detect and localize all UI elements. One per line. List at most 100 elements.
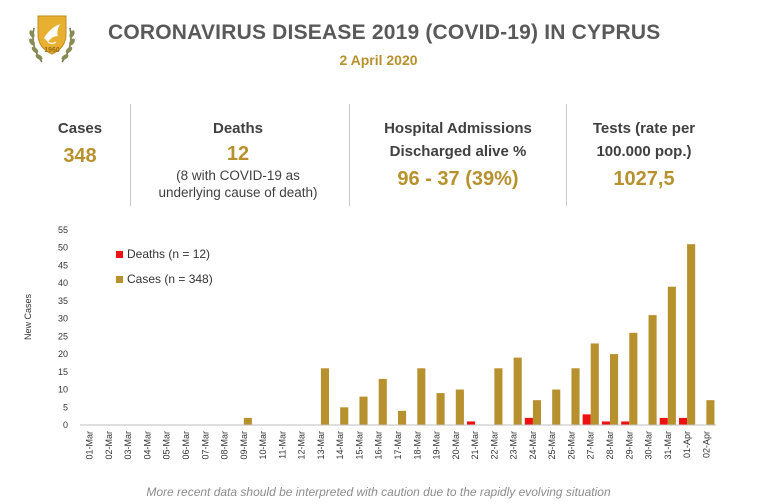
cases-bar [243,417,252,425]
stat-hospital-value: 96 - 37 (39%) [397,168,519,190]
x-tick-label: 17-Mar [393,431,403,460]
y-tick-label: 0 [63,420,68,430]
y-tick-label: 40 [58,278,68,288]
stat-tests-value: 1027,5 [613,168,675,190]
new-cases-bar-chart: 0 5 10 15 20 25 30 35 40 45 50 55 01-Mar 02-Mar 03-Ma… [23,225,716,460]
stat-divider [130,104,131,206]
stat-cases-label: Cases [57,120,103,137]
cases-bar [340,407,349,425]
deaths-bar [678,417,688,425]
y-tick-label: 5 [63,402,68,412]
stat-deaths-label: Deaths [212,120,264,137]
svg-text:1960: 1960 [44,47,60,54]
page-title: CORONAVIRUS DISEASE 2019 (COVID-19) IN C… [108,21,661,44]
stat-deaths: Deaths 12 (8 with COVID-19 as underlying… [140,118,336,201]
bars [243,244,715,425]
stat-tests: Tests (rate per 100.000 pop.) 1027,5 [574,118,714,192]
deaths-bar [524,417,533,425]
y-axis-label: New Cases [23,293,33,340]
cases-bar [513,357,522,425]
x-tick-label: 14-Mar [335,431,345,460]
stat-deaths-note-line2: underlying cause of death) [158,185,318,200]
x-tick-label: 19-Mar [432,431,442,460]
x-tick-label: 03-Mar [123,431,133,460]
cases-bar [359,396,368,425]
y-tick-label: 30 [58,314,68,324]
cases-bar [648,315,657,425]
footer-note: More recent data should be interpreted w… [146,485,611,499]
cases-bar [667,286,676,425]
x-tick-label: 04-Mar [142,431,152,460]
x-tick-label: 11-Mar [277,431,287,459]
y-tick-label: 25 [58,331,68,341]
x-tick-label: 05-Mar [162,431,172,460]
x-tick-label: 10-Mar [258,431,268,460]
cases-bar [378,378,387,425]
x-tick-label: 18-Mar [412,431,422,460]
x-tick-label: 26-Mar [566,431,576,460]
cases-bar [706,400,715,425]
y-tick-label: 45 [58,260,68,270]
x-tick-label: 24-Mar [528,431,538,460]
x-tick-label: 15-Mar [354,431,364,460]
x-tick-label: 31-Mar [663,431,673,460]
x-tick-label: 09-Mar [239,431,249,460]
y-axis: 0 5 10 15 20 25 30 35 40 45 50 55 [58,225,68,430]
x-tick-label: 29-Mar [624,431,634,460]
y-tick-label: 50 [58,243,68,253]
x-tick-label: 08-Mar [220,431,230,460]
x-tick-label: 01-Apr [682,431,692,458]
x-tick-label: 01-Mar [85,431,95,460]
stat-deaths-value: 12 [226,143,250,165]
x-tick-label: 28-Mar [605,431,615,460]
legend-swatch [116,251,123,258]
cases-bar [687,244,696,425]
x-tick-label: 02-Apr [701,431,711,458]
stat-deaths-note-line1: (8 with COVID-19 as [176,168,300,183]
x-tick-label: 22-Mar [489,431,499,460]
cases-bar [610,354,619,425]
legend-entry: Deaths (n = 12) [127,247,210,261]
deaths-bar [659,417,668,425]
cases-bar [320,368,330,425]
stat-tests-label-line2: 100.000 pop.) [596,143,692,160]
cases-bar [590,343,599,425]
x-tick-label: 27-Mar [586,431,596,460]
stat-hospital: Hospital Admissions Discharged alive % 9… [358,118,558,192]
x-tick-label: 02-Mar [104,431,114,460]
deaths-bar [621,421,630,425]
y-tick-label: 35 [58,296,68,306]
deaths-bar [582,414,591,425]
cases-bar [552,389,561,425]
stat-divider [349,104,350,206]
stat-divider [566,104,567,206]
x-tick-label: 21-Mar [470,431,480,460]
x-axis: 01-Mar 02-Mar 03-Mar 04-Mar 05-Mar 06-Mar 07-M… [80,424,716,460]
x-tick-label: 13-Mar [316,431,326,460]
deaths-bar [466,421,476,425]
x-tick-label: 16-Mar [374,431,384,460]
x-tick-label: 23-Mar [509,431,519,460]
x-tick-label: 25-Mar [547,431,557,460]
cases-bar [629,332,638,425]
stat-cases-value: 348 [63,145,97,167]
stat-hospital-label-line2: Discharged alive % [389,143,527,160]
report-date: 2 April 2020 [339,52,418,68]
stat-hospital-label-line1: Hospital Admissions [384,120,532,137]
x-tick-label: 06-Mar [181,431,191,460]
x-tick-label: 20-Mar [451,431,461,460]
cases-bar [398,410,407,425]
stat-cases: Cases 348 [40,118,120,169]
y-tick-label: 15 [58,367,68,377]
cases-bar [417,368,426,425]
legend-entry: Cases (n = 348) [127,272,213,286]
cyprus-coat-of-arms-icon: 1960 [29,15,75,63]
x-tick-label: 07-Mar [200,431,210,460]
cases-bar [532,400,542,425]
legend-swatch [116,276,123,283]
y-tick-label: 55 [58,225,68,235]
x-tick-label: 12-Mar [297,431,307,460]
deaths-bar [601,421,610,425]
chart-legend: Deaths (n = 12) Cases (n = 348) [116,247,213,286]
cases-bar [455,389,464,425]
